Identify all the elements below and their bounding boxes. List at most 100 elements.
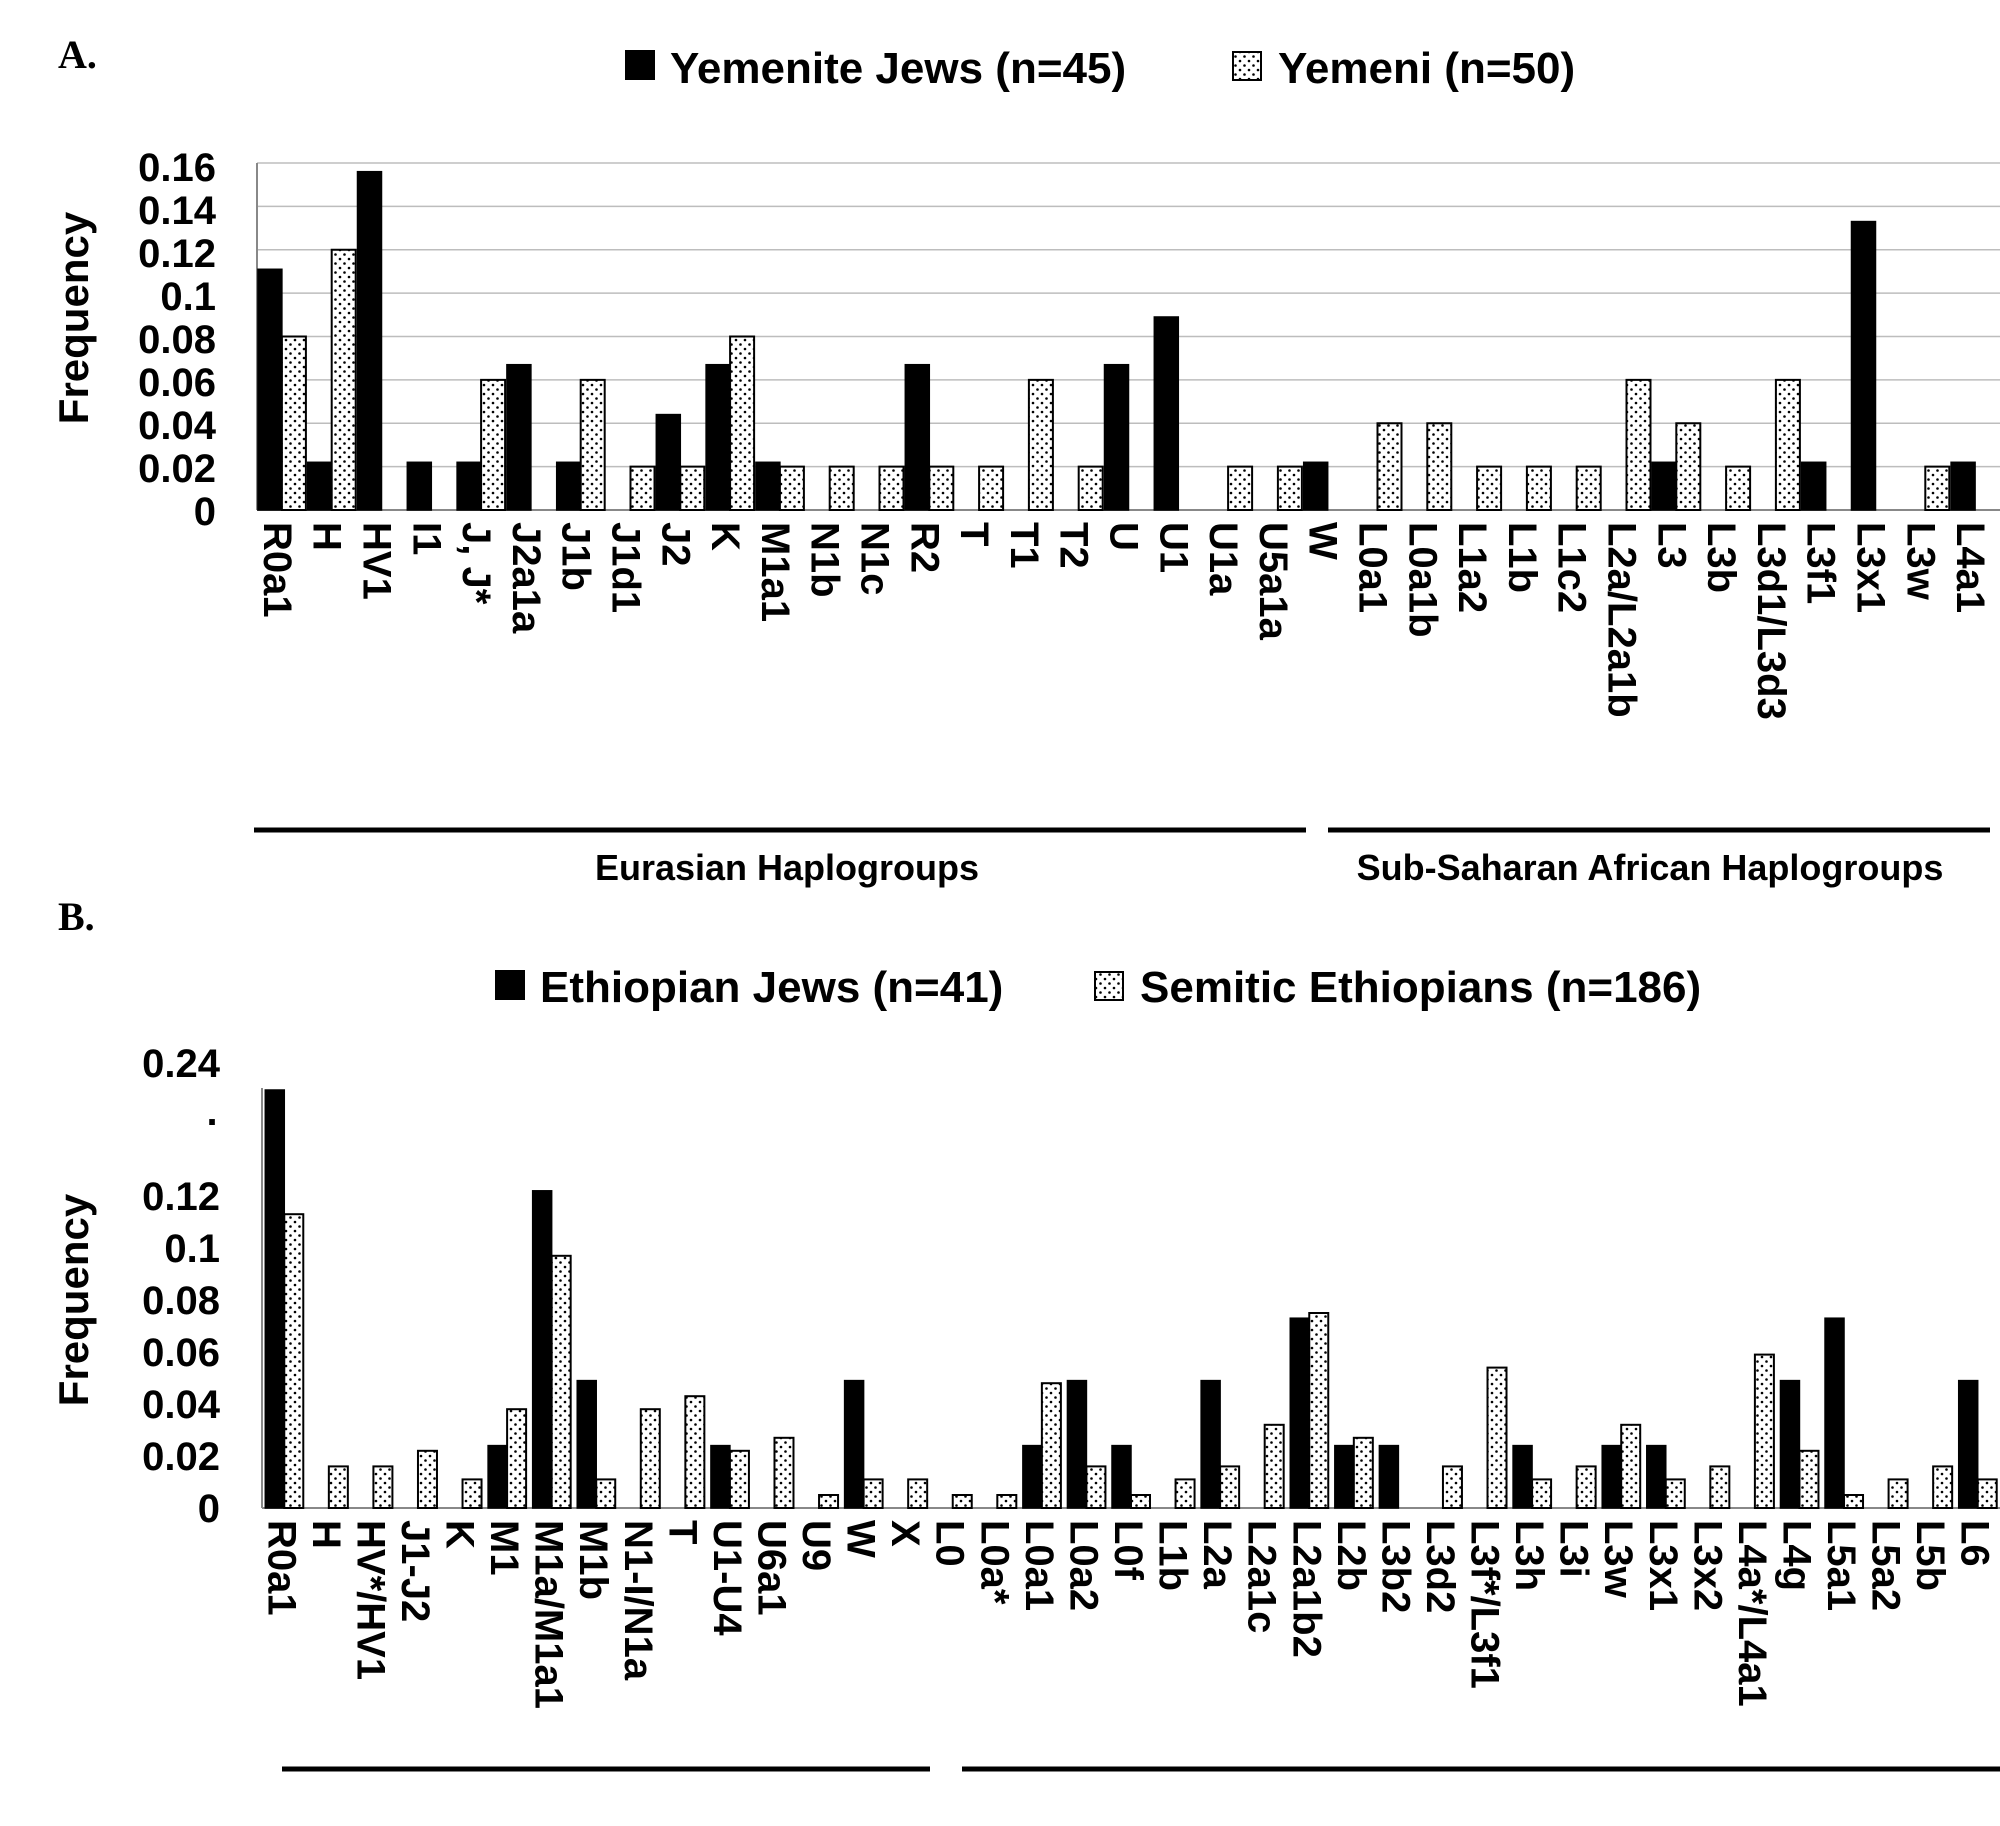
- bar-semitic-ethiopians-l2a: [1219, 1465, 1241, 1510]
- x-tick-x: X: [883, 1520, 927, 1547]
- bar-semitic-ethiopians-l6: [1976, 1478, 1998, 1510]
- y-tick: 0.06: [142, 1331, 220, 1375]
- x-tick-l4g: L4g: [1774, 1520, 1818, 1591]
- bar-ethiopian-jews-m1: [487, 1444, 508, 1509]
- x-tick-l1c2: L1c2: [1550, 522, 1594, 613]
- x-tick-r2: R2: [902, 522, 946, 573]
- bar-ethiopian-jews-l3w: [1601, 1444, 1622, 1509]
- bar-ethiopian-jews-l4g: [1779, 1379, 1801, 1509]
- bar-yemenite-jews-j1b: [555, 461, 582, 511]
- bar-semitic-ethiopians-l3x2: [1709, 1465, 1731, 1510]
- bar-semitic-ethiopians-n1-i-n1a: [639, 1408, 661, 1509]
- x-tick-n1c: N1c: [853, 522, 897, 595]
- x-tick-j1b: J1b: [554, 522, 598, 591]
- panel-a-plot-area: R0a1 H HV1 I1 J, J* J2a1a J1b J1d1 J2 K M1a1 N1b N1c…: [255, 162, 2000, 720]
- bar-yemenite-jews-l3: [1651, 461, 1678, 511]
- bar-semitic-ethiopians-l3f-l3f1: [1486, 1366, 1508, 1509]
- y-tick: 0.1: [160, 275, 216, 319]
- bar-ethiopian-jews-r0a1: [264, 1089, 286, 1509]
- bar-yemeni-k: [729, 335, 756, 511]
- y-tick: 0.04: [138, 404, 217, 448]
- panel-b-y-ticks: 0 0.02 0.04 0.06 0.08 0.1 0.12 0.24 .: [142, 1042, 221, 1531]
- x-tick-n1b: N1b: [803, 522, 847, 598]
- legend-swatch-yemenite-jews: [625, 50, 655, 80]
- bar-yemeni-l2a-l2a1b: [1625, 378, 1652, 511]
- bar-yemeni-l3d1-l3d3: [1774, 378, 1801, 511]
- x-tick-l1a2: L1a2: [1450, 522, 1494, 613]
- bar-yemeni-j2: [679, 465, 706, 511]
- y-tick: 0.02: [142, 1435, 220, 1479]
- bar-semitic-ethiopians-l0a1: [1040, 1382, 1062, 1509]
- bar-ethiopian-jews-l6: [1957, 1379, 1979, 1509]
- x-tick-r0a1: R0a1: [259, 1520, 303, 1616]
- bar-yemenite-jews-j2: [655, 413, 682, 511]
- bar-yemeni-l3: [1675, 422, 1702, 511]
- x-tick-l0a2: L0a2: [1061, 1520, 1105, 1611]
- bar-yemeni-h: [330, 248, 357, 511]
- bar-semitic-ethiopians-l0a: [996, 1494, 1018, 1509]
- x-tick-l2b: L2b: [1329, 1520, 1373, 1591]
- x-tick-t2: T2: [1052, 522, 1096, 569]
- bar-yemenite-jews-l3x1: [1850, 220, 1877, 511]
- group-label-eurasian: Eurasian Haplogroups: [595, 847, 979, 888]
- x-tick-l0a1: L0a1: [1017, 1520, 1061, 1611]
- panel-a-y-ticks: 0 0.02 0.04 0.06 0.08 0.1 0.12 0.14 0.16: [138, 146, 217, 534]
- x-tick-l5a1: L5a1: [1819, 1520, 1863, 1611]
- x-tick-l0: L0: [928, 1520, 972, 1567]
- y-tick: 0.06: [138, 361, 216, 405]
- bar-semitic-ethiopians-u6a1: [773, 1436, 795, 1510]
- bar-yemeni-l0a1: [1376, 422, 1403, 511]
- x-tick-l3b: L3b: [1699, 522, 1743, 593]
- x-tick-l1b: L1b: [1151, 1520, 1195, 1591]
- bar-semitic-ethiopians-l5a1: [1843, 1494, 1865, 1509]
- x-tick-hv-hv1: HV*/HV1: [348, 1520, 392, 1680]
- bar-yemeni-u1a: [1227, 465, 1254, 511]
- bar-semitic-ethiopians-j1-j2: [416, 1449, 438, 1510]
- bar-yemeni-n1b: [828, 465, 855, 511]
- x-tick-u6a1: U6a1: [749, 1520, 793, 1616]
- legend-label-yemeni: Yemeni (n=50): [1278, 44, 1575, 93]
- x-tick-j1-j2: J1-J2: [393, 1520, 437, 1622]
- x-tick-k: K: [703, 522, 747, 551]
- bar-ethiopian-jews-l0a1: [1022, 1444, 1043, 1509]
- legend-swatch-ethiopian-jews: [495, 970, 525, 1000]
- y-tick: 0.08: [138, 318, 216, 362]
- bar-ethiopian-jews-l3h: [1512, 1444, 1533, 1509]
- x-tick-t: T: [952, 522, 996, 546]
- x-tick-l4a1: L4a1: [1948, 522, 1992, 613]
- x-tick-l3x1: L3x1: [1849, 522, 1893, 613]
- x-tick-j2: J2: [653, 522, 697, 567]
- panel-a-legend: Yemenite Jews (n=45) Yemeni (n=50): [625, 44, 1575, 93]
- x-tick-l0a1: L0a1: [1351, 522, 1395, 613]
- bar-semitic-ethiopians-m1a-m1a1: [550, 1254, 572, 1510]
- x-tick-n1-i-n1a: N1-I/N1a: [616, 1520, 660, 1681]
- x-tick-l1b: L1b: [1500, 522, 1544, 593]
- x-tick-l3x1: L3x1: [1641, 1520, 1685, 1611]
- axis-break-mark: .: [206, 1090, 217, 1134]
- bar-ethiopian-jews-m1b: [576, 1379, 597, 1509]
- bar-semitic-ethiopians-l2b: [1352, 1436, 1374, 1510]
- bar-yemeni-l1a2: [1476, 465, 1503, 511]
- x-tick-j-j: J, J*: [454, 522, 498, 605]
- panel-a-y-axis-label: Frequency: [50, 211, 97, 424]
- bar-semitic-ethiopians-m1: [506, 1408, 528, 1509]
- x-tick-u9: U9: [794, 1520, 838, 1571]
- bar-yemenite-jews-i1: [406, 461, 433, 511]
- legend-label-yemenite-jews: Yemenite Jews (n=45): [670, 44, 1126, 93]
- bar-semitic-ethiopians-l0a2: [1085, 1465, 1107, 1510]
- x-tick-m1: M1: [482, 1520, 526, 1576]
- bar-yemeni-r0a1: [280, 335, 307, 511]
- bar-yemenite-jews-h: [306, 461, 333, 511]
- bar-semitic-ethiopians-m1b: [595, 1478, 617, 1510]
- x-tick-r0a1: R0a1: [255, 522, 299, 618]
- x-tick-l3w: L3w: [1596, 1520, 1640, 1599]
- bar-semitic-ethiopians-l3h: [1531, 1478, 1553, 1510]
- bar-semitic-ethiopians-k: [461, 1478, 483, 1510]
- x-tick-j1d1: J1d1: [604, 522, 648, 613]
- bar-yemeni-l3b: [1725, 465, 1752, 511]
- x-tick-u: U: [1102, 522, 1146, 551]
- bar-yemeni-r2: [928, 465, 955, 511]
- x-tick-l0f: L0f: [1106, 1520, 1150, 1581]
- x-tick-t: T: [660, 1520, 704, 1544]
